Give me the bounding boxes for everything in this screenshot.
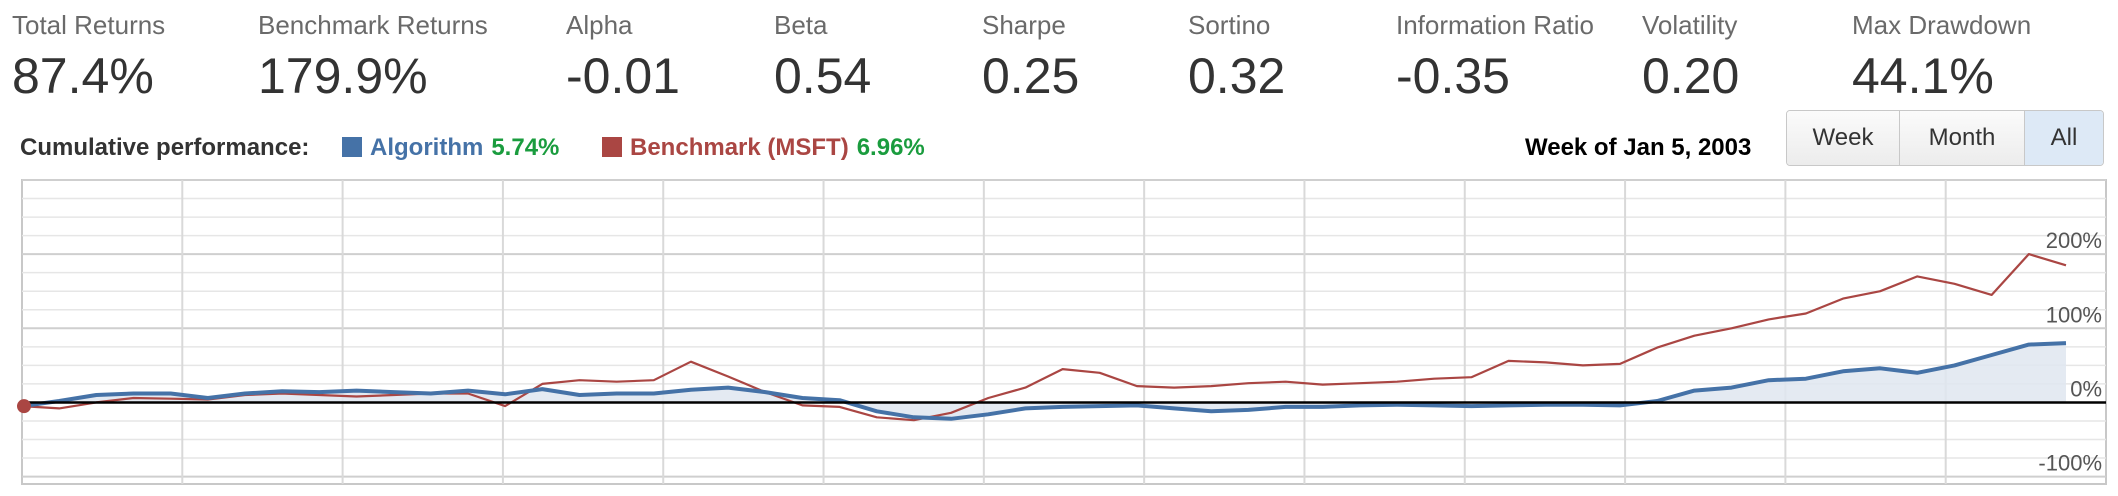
legend-row: Cumulative performance: Algorithm 5.74% B… (0, 120, 2118, 180)
metrics-bar: Total Returns 87.4% Benchmark Returns 17… (0, 0, 2118, 110)
metric-value: 0.54 (774, 48, 872, 104)
metric-beta: Beta 0.54 (774, 10, 871, 106)
period-label: Week of Jan 5, 2003 (1525, 134, 1752, 161)
metric-sharpe: Sharpe 0.25 (982, 10, 1079, 106)
metric-label: Sortino (1188, 10, 1271, 40)
metric-alpha: Alpha -0.01 (566, 10, 680, 106)
metric-max-drawdown: Max Drawdown 44.1% (1852, 10, 2031, 106)
metric-information-ratio: Information Ratio -0.35 (1396, 10, 1594, 106)
plot-frame (21, 179, 2107, 485)
legend-item-algorithm[interactable]: Algorithm 5.74% (342, 134, 559, 162)
metric-value: 87.4% (12, 48, 154, 104)
algorithm-swatch (342, 137, 362, 157)
range-selector: Week Month All (1786, 110, 2104, 166)
benchmark-series-line (21, 253, 2067, 422)
algorithm-series-line (21, 341, 2067, 421)
chart-y-axis-labels: 200% 100% 0% -100% (2038, 228, 2102, 475)
metric-sortino: Sortino 0.32 (1188, 10, 1285, 106)
range-all-button[interactable]: All (2025, 111, 2103, 165)
legend-item-benchmark[interactable]: Benchmark (MSFT) 6.96% (602, 134, 925, 162)
cumulative-performance-chart: 200% 100% 0% -100% (17, 179, 2107, 485)
metric-label: Benchmark Returns (258, 10, 488, 40)
metric-value: 0.20 (1642, 48, 1740, 104)
series-start-marker (17, 399, 31, 414)
legend-algorithm-pct: 5.74% (491, 134, 560, 161)
benchmark-swatch (602, 137, 622, 157)
legend-benchmark-pct: 6.96% (856, 134, 925, 161)
legend-algorithm-label: Algorithm (370, 134, 484, 161)
metric-label: Total Returns (12, 10, 166, 40)
y-tick-label: 200% (2046, 228, 2102, 253)
y-tick-label: 100% (2046, 302, 2102, 327)
metric-total-returns: Total Returns 87.4% (12, 10, 165, 106)
range-week-button[interactable]: Week (1787, 111, 1900, 165)
metric-label: Beta (774, 10, 828, 40)
metric-value: -0.35 (1396, 48, 1510, 104)
metric-value: 179.9% (258, 48, 428, 104)
algorithm-area (22, 343, 2066, 419)
range-month-button[interactable]: Month (1900, 111, 2025, 165)
metric-label: Max Drawdown (1852, 10, 2032, 40)
metric-benchmark-returns: Benchmark Returns 179.9% (258, 10, 488, 106)
y-tick-label: 0% (2070, 376, 2102, 401)
metric-volatility: Volatility 0.20 (1642, 10, 1739, 106)
legend-title: Cumulative performance: (20, 134, 310, 161)
metric-label: Sharpe (982, 10, 1066, 40)
metric-value: 44.1% (1852, 48, 1994, 104)
metric-label: Information Ratio (1396, 10, 1594, 40)
chart-series (17, 253, 2106, 422)
metric-label: Alpha (566, 10, 633, 40)
metric-label: Volatility (1642, 10, 1738, 40)
metric-value: 0.25 (982, 48, 1080, 104)
y-tick-label: -100% (2038, 451, 2102, 476)
metric-value: 0.32 (1188, 48, 1286, 104)
legend-benchmark-label: Benchmark (MSFT) (630, 134, 849, 161)
chart-grid (21, 179, 2107, 485)
metric-value: -0.01 (566, 48, 680, 104)
